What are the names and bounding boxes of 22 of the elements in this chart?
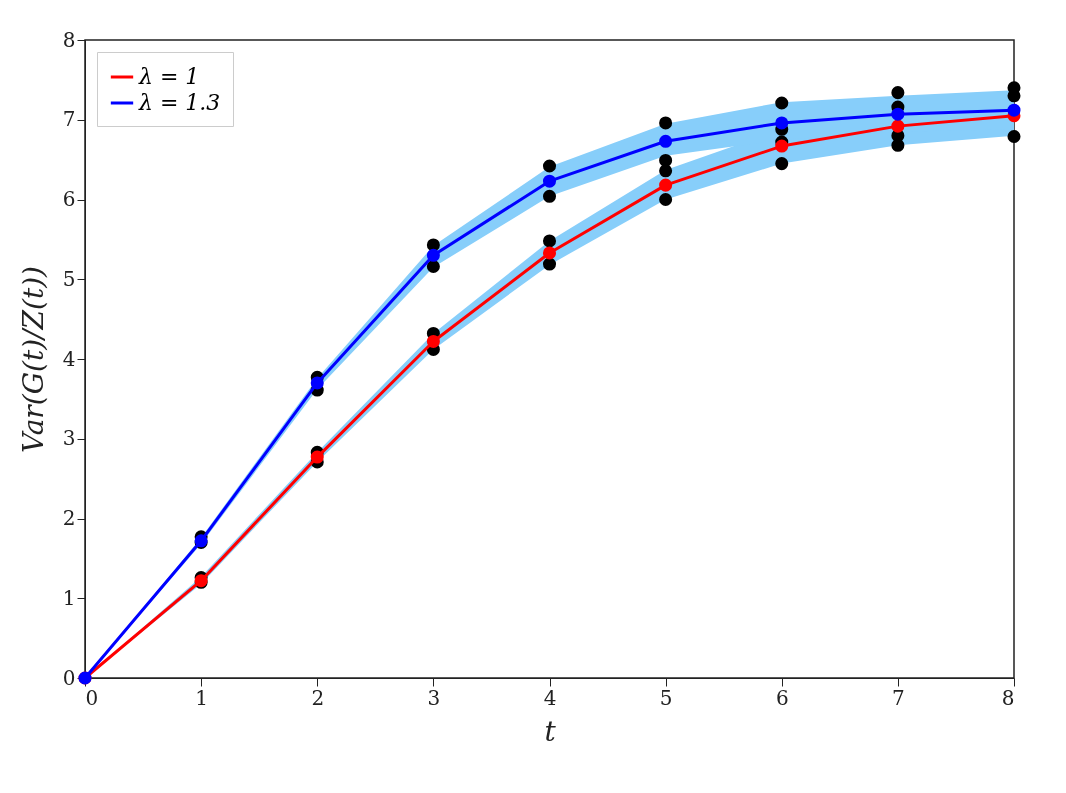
legend-label: λ = 1 — [138, 64, 200, 89]
legend-label: λ = 1.3 — [138, 90, 221, 115]
y-tick-label: 7 — [62, 107, 76, 132]
y-tick-label: 2 — [62, 506, 76, 530]
x-tick-label: 7 — [892, 685, 905, 710]
y-tick-label: 8 — [62, 27, 76, 52]
x-axis-title: t — [544, 714, 557, 748]
x-tick-label: 8 — [1001, 685, 1015, 710]
x-tick-label: 6 — [775, 685, 789, 710]
y-tick-label: 4 — [62, 346, 76, 371]
y-tick-label: 6 — [62, 187, 76, 211]
x-tick-label: 5 — [659, 685, 673, 710]
y-tick-label: 5 — [62, 266, 76, 291]
y-tick-label: 3 — [62, 426, 76, 451]
x-tick-label: 4 — [543, 685, 557, 710]
y-tick-label: 0 — [62, 665, 76, 690]
x-tick-label: 2 — [311, 685, 325, 710]
y-tick-label: 1 — [62, 585, 76, 610]
x-tick-label: 1 — [195, 685, 208, 710]
y-axis-title: Var(G(t)/Z(t)) — [16, 265, 50, 454]
x-tick-label: 0 — [85, 685, 99, 710]
x-tick-label: 3 — [427, 685, 441, 710]
